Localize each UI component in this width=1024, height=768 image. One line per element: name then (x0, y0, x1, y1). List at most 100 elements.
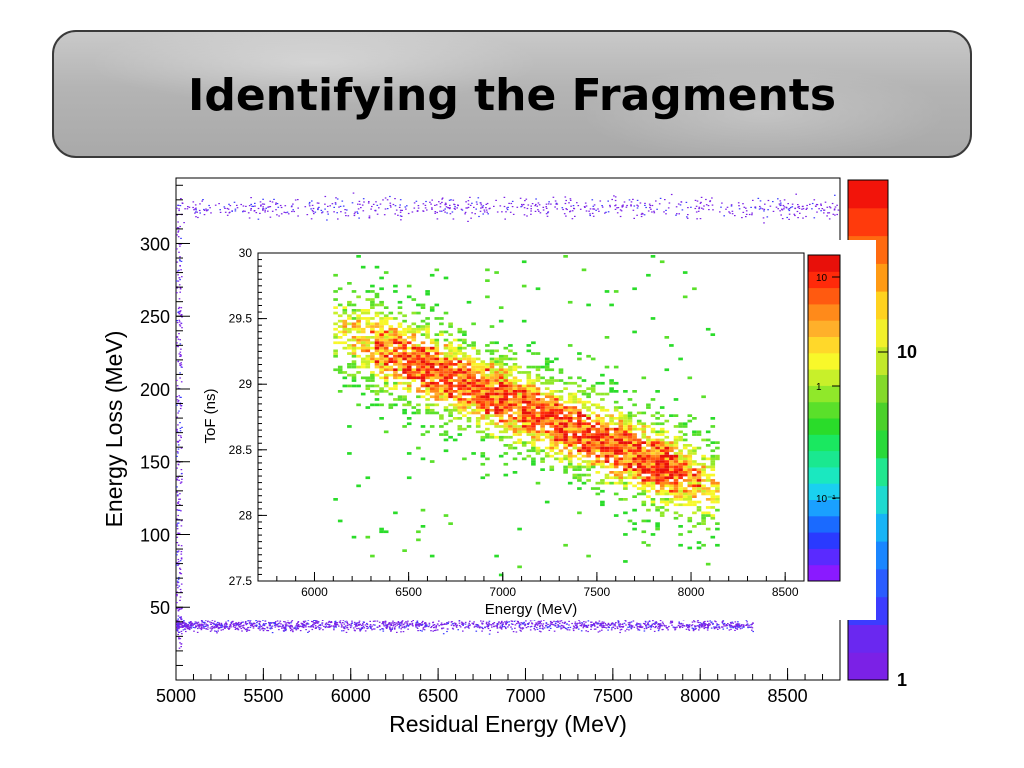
outer-data-point (311, 200, 313, 202)
inset-heatmap-bin (370, 352, 375, 355)
inset-heatmap-bin (646, 489, 651, 493)
inset-heatmap-bin (406, 387, 412, 390)
outer-data-point (534, 210, 537, 212)
outer-data-point (285, 628, 287, 630)
inset-heatmap-bin (526, 400, 532, 404)
outer-data-point (759, 205, 761, 208)
outer-data-point (441, 197, 444, 199)
outer-data-point (685, 628, 688, 630)
outer-data-point (366, 623, 369, 625)
outer-data-point (548, 201, 550, 203)
outer-data-point (721, 626, 724, 628)
outer-data-point (516, 206, 519, 208)
inset-heatmap-bin (627, 427, 633, 431)
outer-data-point (336, 622, 338, 624)
inset-heatmap-bin (623, 457, 628, 461)
inset-heatmap-bin (448, 344, 453, 347)
inset-heatmap-bin (535, 400, 541, 404)
inset-heatmap-bin (494, 357, 499, 361)
inset-heatmap-bin (420, 376, 426, 380)
outer-data-point (505, 211, 507, 213)
outer-data-point (178, 321, 181, 323)
outer-data-point (433, 627, 435, 629)
outer-data-point (591, 621, 593, 623)
outer-data-point (514, 624, 517, 626)
inset-heatmap-bin (687, 484, 693, 488)
outer-data-point (483, 209, 486, 211)
inset-heatmap-bin (586, 449, 591, 453)
outer-data-point (739, 626, 741, 628)
outer-data-point (179, 482, 182, 484)
inset-heatmap-bin (627, 425, 633, 428)
outer-data-point (234, 628, 237, 630)
inset-heatmap-bin (558, 395, 564, 399)
outer-data-point (576, 623, 578, 625)
outer-data-point (555, 621, 557, 623)
outer-data-point (529, 629, 532, 631)
inset-heatmap-bin (485, 363, 490, 366)
inset-heatmap-bin (696, 446, 702, 450)
inset-heatmap-bin (577, 465, 582, 469)
outer-data-point (260, 626, 263, 628)
inset-heatmap-bin (659, 468, 665, 471)
inset-heatmap-bin (636, 462, 642, 466)
outer-data-point (548, 629, 551, 631)
outer-data-point (229, 205, 232, 207)
inset-heatmap-bin (360, 338, 366, 342)
outer-data-point (223, 206, 226, 208)
inset-heatmap-bin (526, 392, 532, 396)
inset-heatmap-bin (646, 425, 651, 428)
outer-data-point (657, 624, 659, 626)
inset-heatmap-bin (650, 255, 656, 258)
inset-heatmap-bin (416, 446, 421, 450)
outer-data-point (307, 626, 310, 628)
outer-data-point (227, 620, 230, 622)
inset-heatmap-bin (498, 381, 504, 385)
inset-heatmap-bin (632, 414, 637, 417)
inset-heatmap-bin (531, 398, 536, 401)
outer-data-point (250, 203, 252, 205)
outer-data-point (554, 200, 557, 202)
inset-heatmap-bin (632, 522, 637, 525)
outer-data-point (362, 210, 365, 212)
outer-data-point (462, 623, 465, 625)
outer-data-point (180, 646, 182, 648)
outer-data-point (237, 625, 240, 627)
inset-heatmap-bin (406, 422, 412, 426)
inset-heatmap-bin (512, 387, 518, 390)
inset-heatmap-bin (715, 500, 720, 504)
outer-data-point (434, 211, 437, 213)
outer-data-point (377, 626, 379, 628)
inset-heatmap-bin (655, 444, 660, 447)
outer-data-point (246, 629, 249, 631)
inset-heatmap-bin (682, 487, 688, 490)
inset-heatmap-bin (457, 330, 463, 334)
inset-heatmap-bin (673, 479, 679, 482)
inset-heatmap-bin (577, 479, 582, 482)
outer-data-point (317, 202, 320, 204)
outer-data-point (563, 213, 566, 215)
outer-data-point (179, 339, 181, 341)
inset-heatmap-bin (429, 365, 435, 369)
inset-heatmap-bin (521, 384, 527, 388)
outer-data-point (362, 623, 364, 625)
inset-heatmap-bin (420, 360, 426, 363)
outer-data-point (274, 624, 276, 626)
inset-heatmap-bin (448, 411, 453, 415)
outer-data-point (545, 623, 548, 625)
outer-data-point (611, 622, 614, 624)
inset-heatmap-bin (600, 392, 605, 396)
inset-heatmap-bin (577, 487, 582, 490)
outer-data-point (185, 630, 187, 633)
inset-heatmap-bin (664, 419, 670, 423)
inset-heatmap-bin (485, 408, 490, 412)
inset-heatmap-bin (641, 460, 647, 463)
outer-data-point (658, 628, 660, 630)
inset-heatmap-bin (646, 454, 651, 458)
outer-data-point (734, 215, 736, 217)
inset-heatmap-bin (494, 381, 499, 385)
inset-heatmap-bin (494, 422, 499, 426)
inset-heatmap-bin (586, 387, 591, 390)
inset-heatmap-bin (604, 449, 610, 453)
inset-heatmap-bin (337, 319, 343, 323)
